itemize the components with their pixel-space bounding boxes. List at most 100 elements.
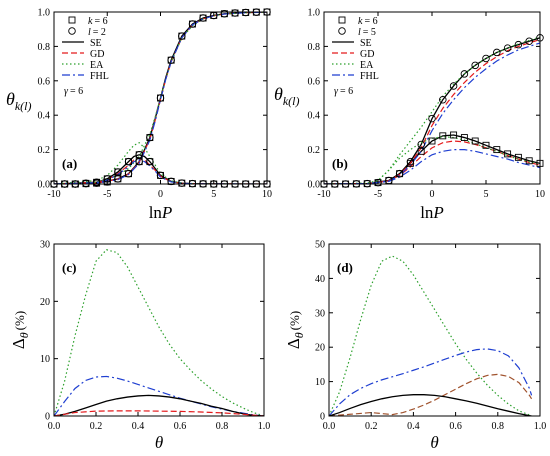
series-group — [329, 255, 533, 416]
y-tick-label: 0.6 — [38, 76, 51, 87]
y-axis-label-main: Δ — [284, 338, 303, 349]
y-axis-label-sub: θ — [17, 332, 31, 338]
x-tick-label: 10 — [535, 189, 545, 200]
gamma-annotation: γ = 6 — [64, 86, 83, 97]
x-tick-label: 5 — [211, 189, 216, 200]
legend-marker-value: = 6 — [94, 16, 107, 27]
legend-label-gd: GD — [360, 49, 374, 60]
gamma-annotation-var: γ — [64, 86, 69, 97]
y-tick-label: 0 — [45, 412, 50, 423]
x-axis-label-var: θ — [430, 433, 438, 452]
circle-marker — [220, 9, 229, 18]
panel-label: (d) — [337, 260, 353, 275]
y-tick-label: 10 — [315, 377, 325, 388]
square-marker — [439, 132, 447, 140]
series-line-se — [329, 394, 532, 416]
circle-marker — [92, 178, 101, 187]
y-tick-label: 20 — [40, 297, 50, 308]
legend-marker-var: k — [88, 16, 93, 27]
circle-marker — [395, 169, 404, 178]
x-tick-label: 1.0 — [258, 421, 271, 432]
y-tick-label: 30 — [40, 240, 50, 251]
y-tick-label: 40 — [315, 274, 325, 285]
series-line-fhl-upper — [54, 12, 267, 184]
y-axis-label-main: θ — [6, 89, 15, 109]
circle-marker — [199, 14, 207, 22]
gamma-annotation-value: = 6 — [70, 86, 83, 97]
x-tick-label: -5 — [103, 189, 111, 200]
y-tick-label: 0 — [320, 412, 325, 423]
series-line-ea-upper — [54, 12, 267, 184]
x-tick-label: 0.6 — [174, 421, 187, 432]
y-axis-label: Δθ(%) — [284, 311, 306, 349]
x-axis-label: lnP — [149, 203, 173, 222]
series-line-gd — [54, 410, 264, 416]
x-tick-label: 5 — [484, 189, 489, 200]
x-axis-label-var: P — [432, 203, 443, 222]
y-tick-label: 0.8 — [308, 42, 321, 53]
x-axis-label-var: P — [161, 203, 172, 222]
legend-label-gd: GD — [90, 49, 104, 60]
x-tick-label: -10 — [317, 189, 330, 200]
panel-label: (c) — [62, 260, 76, 275]
y-axis-label-sub: k(l) — [283, 94, 300, 108]
legend-marker-label: l = 2 — [88, 27, 106, 38]
circle-marker — [124, 169, 133, 178]
y-tick-label: 0.2 — [308, 145, 321, 156]
x-axis-label: θ — [430, 433, 438, 452]
y-axis-label-sub: k(l) — [15, 99, 32, 113]
gamma-annotation-value: = 6 — [340, 86, 353, 97]
square-marker — [450, 131, 458, 139]
circle-marker — [471, 61, 479, 70]
circle-marker — [374, 178, 382, 187]
y-tick-label: 10 — [40, 354, 50, 365]
circle-marker — [146, 157, 154, 166]
circle-marker — [167, 56, 175, 64]
legend-marker-label: k = 6 — [358, 16, 378, 27]
x-tick-label: 0.8 — [216, 421, 229, 432]
x-axis-label: lnP — [420, 203, 444, 222]
plot-frame — [53, 243, 265, 417]
y-axis-label-unit: (%) — [287, 311, 302, 331]
legend-label-fhl: FHL — [360, 71, 379, 82]
x-tick-label: 0 — [430, 189, 435, 200]
x-axis-label-var: θ — [155, 433, 163, 452]
x-tick-label: 0.6 — [449, 421, 462, 432]
circle-marker — [514, 40, 523, 49]
circle-marker — [241, 8, 250, 17]
y-tick-label: 0.2 — [38, 145, 51, 156]
x-tick-label: -10 — [47, 189, 60, 200]
circle-marker — [156, 171, 165, 180]
circle-marker — [156, 94, 165, 102]
series-line-fhl-upper — [324, 42, 540, 184]
panel-label: (a) — [62, 156, 77, 171]
y-tick-label: 0.6 — [308, 76, 321, 87]
series-line-gd-lower — [324, 140, 540, 184]
circle-marker — [525, 37, 533, 45]
x-tick-label: 0.2 — [365, 421, 378, 432]
legend-marker-value: = 6 — [364, 16, 377, 27]
x-tick-label: 0.8 — [492, 421, 505, 432]
x-tick-label: -5 — [374, 189, 382, 200]
legend-label-ea: EA — [90, 60, 104, 71]
gamma-annotation-var: γ — [334, 86, 339, 97]
series-line-ea-lower — [324, 136, 540, 184]
series-line-ea-lower — [54, 141, 267, 184]
x-axis-label-main: ln — [149, 203, 163, 222]
x-tick-label: 0.0 — [323, 421, 336, 432]
circle-marker — [449, 82, 458, 90]
y-tick-label: 0.4 — [38, 111, 51, 122]
series-group — [54, 249, 264, 416]
square-marker — [504, 150, 512, 158]
y-tick-label: 20 — [315, 343, 325, 354]
square-marker — [417, 147, 425, 155]
circle-marker — [417, 140, 425, 149]
series-line-gd-upper — [54, 12, 267, 184]
y-tick-label: 1.0 — [308, 8, 321, 19]
square-marker — [493, 146, 501, 154]
y-tick-label: 0.0 — [308, 180, 321, 191]
y-axis-label-main: Δ — [9, 338, 28, 349]
y-axis-label-unit: (%) — [12, 311, 27, 331]
